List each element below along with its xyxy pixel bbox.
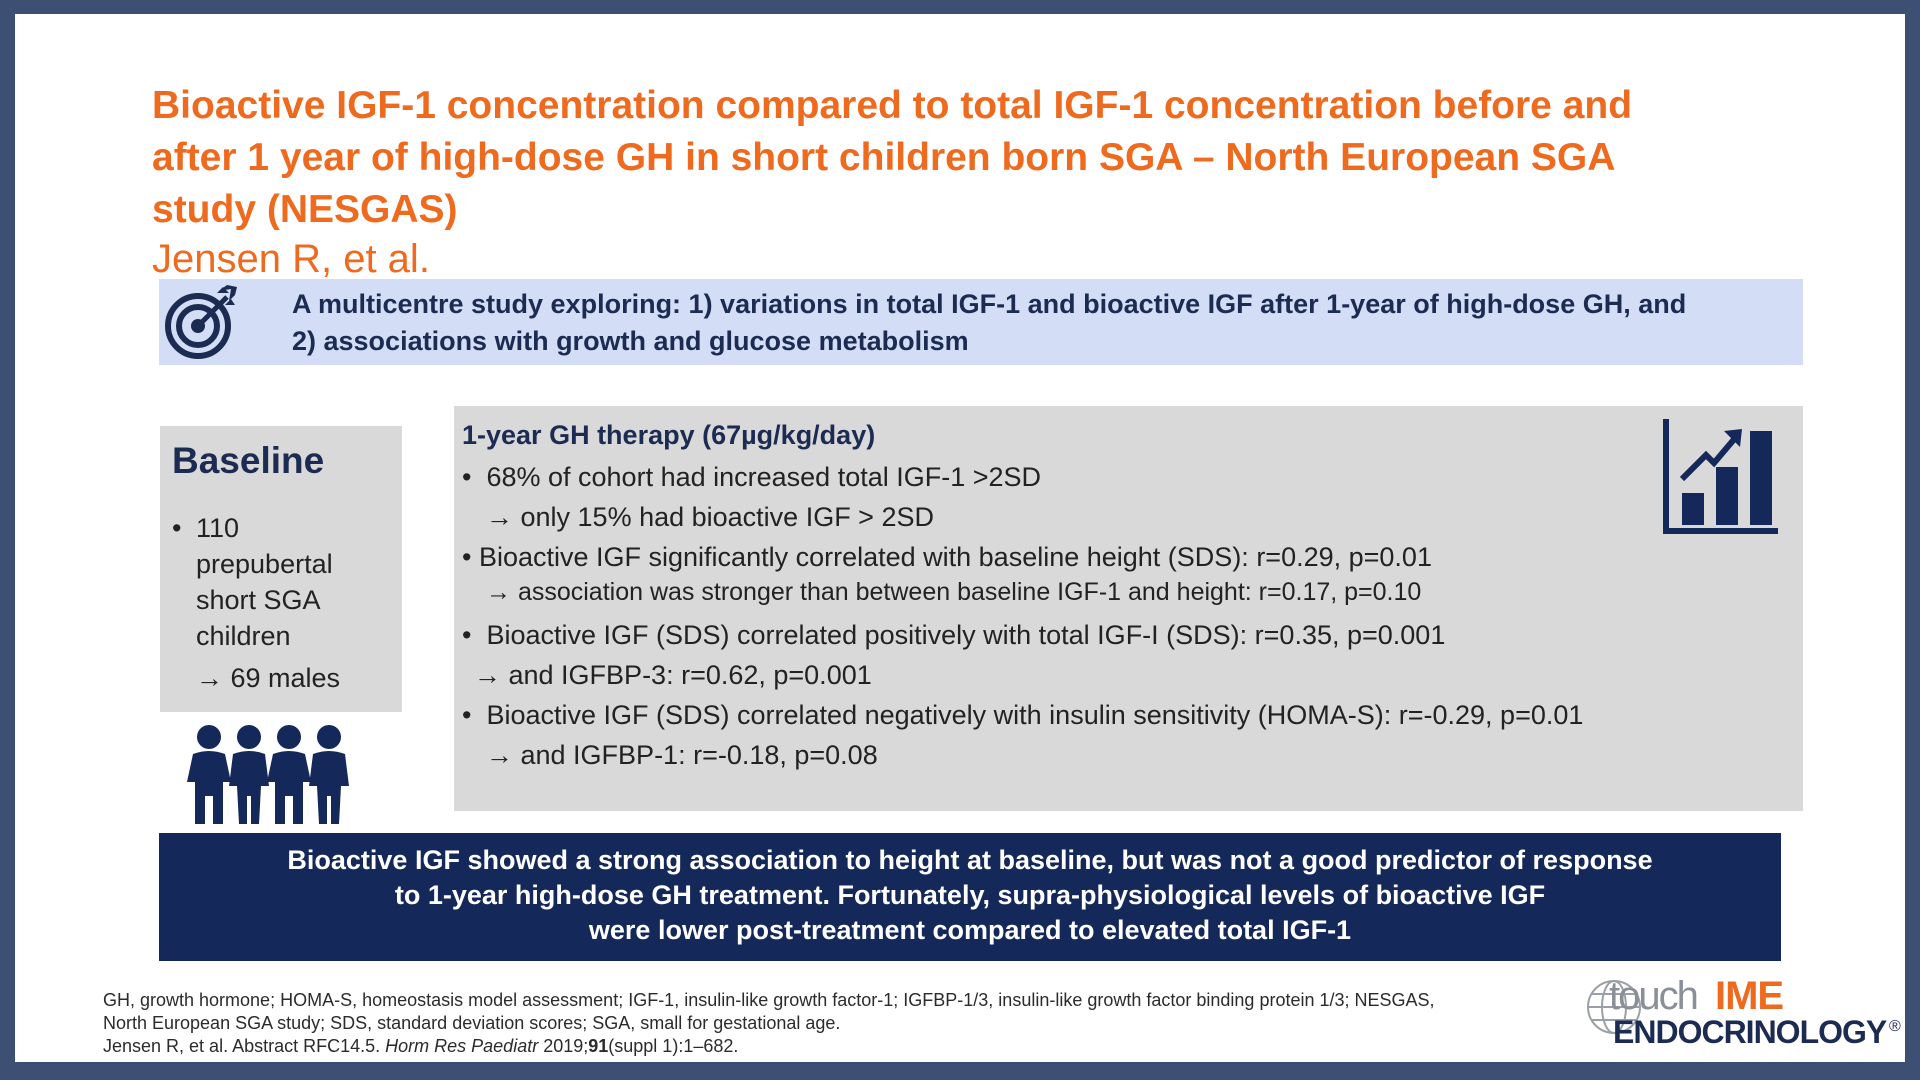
slide: Bioactive IGF-1 concentration compared t… — [15, 14, 1905, 1062]
footnotes: GH, growth hormone; HOMA-S, homeostasis … — [103, 989, 1603, 1058]
objective-line-1: A multicentre study exploring: 1) variat… — [292, 289, 1687, 319]
therapy-bullet-3: • Bioactive IGF (SDS) correlated positiv… — [462, 620, 1445, 651]
abbreviations-line-2: North European SGA study; SDS, standard … — [103, 1013, 841, 1033]
bullet: • — [462, 620, 472, 650]
therapy-line-1: 68% of cohort had increased total IGF-1 … — [486, 462, 1042, 492]
title-line-1: Bioactive IGF-1 concentration compared t… — [152, 84, 1633, 127]
conclusion-line-3: were lower post-treatment compared to el… — [588, 915, 1352, 945]
baseline-line-2: prepubertal — [196, 549, 333, 579]
title-line-2: after 1 year of high-dose GH in short ch… — [152, 136, 1616, 179]
reference: Jensen R, et al. Abstract RFC14.5. Horm … — [103, 1035, 1603, 1058]
slide-title: Bioactive IGF-1 concentration compared t… — [152, 80, 1792, 236]
baseline-sub: → 69 males — [196, 663, 341, 693]
conclusion-banner: Bioactive IGF showed a strong associatio… — [159, 833, 1781, 961]
objective-banner: A multicentre study exploring: 1) variat… — [159, 279, 1803, 365]
therapy-line-2-sub: → association was stronger than between … — [486, 578, 1422, 606]
therapy-panel: 1-year GH therapy (67µg/kg/day) • 68% of… — [454, 406, 1803, 811]
therapy-line-4-sub: → and IGFBP-1: r=-0.18, p=0.08 — [486, 740, 878, 770]
therapy-bullet-1: • 68% of cohort had increased total IGF-… — [462, 462, 1041, 493]
abbreviations-line-1: GH, growth hormone; HOMA-S, homeostasis … — [103, 990, 1435, 1010]
logo-touch-text: touch — [1609, 974, 1699, 1018]
therapy-line-2: Bioactive IGF significantly correlated w… — [478, 542, 1432, 572]
globe-icon — [1587, 980, 1641, 1034]
therapy-bullet-4: • Bioactive IGF (SDS) correlated negativ… — [462, 700, 1583, 731]
objective-line-2: 2) associations with growth and glucose … — [292, 326, 969, 356]
therapy-line-3-sub: → and IGFBP-3: r=0.62, p=0.001 — [474, 660, 872, 690]
therapy-bullet-2: • Bioactive IGF significantly correlated… — [462, 542, 1432, 573]
baseline-line-3: short SGA — [196, 585, 321, 615]
bullet: • — [462, 542, 472, 572]
conclusion-line-1: Bioactive IGF showed a strong associatio… — [287, 845, 1653, 875]
therapy-line-4: Bioactive IGF (SDS) correlated negativel… — [486, 700, 1584, 730]
author: Jensen R, et al. — [152, 237, 430, 281]
bullet: • — [462, 700, 472, 730]
logo-endocrinology-text: ENDOCRINOLOGY — [1613, 1014, 1887, 1050]
baseline-line-1: 110 — [196, 513, 240, 543]
baseline-item: • 110 prepubertal short SGA children → 6… — [172, 510, 397, 696]
touchime-logo: touch IME ENDOCRINOLOGY ® — [1575, 974, 1905, 1054]
reference-prefix: Jensen R, et al. Abstract RFC14.5. — [103, 1036, 386, 1056]
reference-journal: Horm Res Paediatr — [385, 1036, 539, 1056]
people-group-icon — [187, 725, 349, 824]
objective-text: A multicentre study exploring: 1) variat… — [292, 286, 1772, 360]
title-line-3: study (NESGAS) — [152, 188, 458, 231]
baseline-panel: Baseline • 110 prepubertal short SGA chi… — [160, 426, 402, 712]
bar-chart-growth-icon — [1663, 419, 1778, 534]
therapy-line-1-sub: → only 15% had bioactive IGF > 2SD — [486, 502, 934, 532]
therapy-heading: 1-year GH therapy (67µg/kg/day) — [462, 420, 876, 450]
therapy-line-3: Bioactive IGF (SDS) correlated positivel… — [486, 620, 1446, 650]
reference-volume: 91 — [588, 1036, 609, 1056]
reference-suffix: (suppl 1):1–682. — [608, 1036, 739, 1056]
baseline-heading: Baseline — [172, 440, 325, 481]
conclusion-line-2: to 1-year high-dose GH treatment. Fortun… — [394, 880, 1546, 910]
reference-year: 2019; — [538, 1036, 589, 1056]
registered-mark: ® — [1889, 1018, 1901, 1035]
bullet: • — [172, 513, 182, 543]
target-icon — [165, 285, 237, 359]
logo-ime-text: IME — [1715, 974, 1784, 1018]
baseline-line-4: children — [196, 621, 291, 651]
bullet: • — [462, 462, 472, 492]
